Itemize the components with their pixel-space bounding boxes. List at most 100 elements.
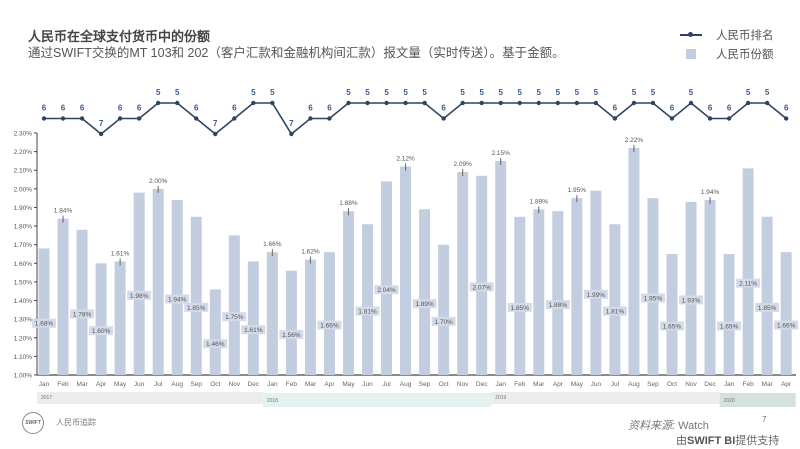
rank-point — [498, 100, 503, 106]
legend-item-rank: 人民币排名 — [680, 27, 774, 43]
bar — [666, 254, 678, 375]
x-tick-label: Jul — [611, 381, 620, 388]
rank-point — [441, 116, 446, 121]
bar — [438, 244, 450, 375]
rank-label: 5 — [346, 88, 351, 97]
bar-value-label: 1.94% — [701, 189, 720, 196]
bar-value-label: 1.65% — [720, 324, 739, 331]
bar — [571, 198, 583, 375]
bar — [95, 263, 107, 375]
rank-label: 5 — [765, 88, 770, 97]
rank-point — [612, 116, 618, 121]
page-number: 7 — [762, 415, 767, 424]
bar-value-label: 1.89% — [530, 198, 549, 205]
bar — [114, 261, 126, 375]
rank-label: 5 — [632, 88, 637, 97]
bar-value-label: 2.12% — [396, 156, 415, 163]
rank-label: 6 — [308, 104, 313, 113]
chart-subtitle: 通过SWIFT交换的MT 103和 202（客户汇款和金融机构间汇款）报文量（实… — [28, 46, 565, 60]
source-note: 资料来源: Watch — [628, 417, 709, 433]
bar-label-bg — [717, 321, 742, 331]
x-tick-label: Sep — [647, 381, 659, 388]
rank-point — [155, 100, 161, 106]
line-marker-icon — [680, 30, 702, 40]
bar — [209, 289, 221, 375]
bar-label-bg — [165, 294, 190, 304]
x-tick-label: Mar — [533, 381, 545, 388]
y-tick-label: 1.00% — [14, 373, 33, 380]
bar — [152, 188, 164, 375]
rank-point — [707, 116, 713, 121]
rank-point — [593, 100, 599, 106]
bar-value-label: 1.66% — [777, 323, 796, 330]
rank-point — [175, 100, 180, 106]
rank-point — [688, 100, 694, 106]
rank-label: 6 — [784, 104, 789, 113]
bar-value-label: 1.56% — [282, 332, 301, 339]
bar-label-bg — [222, 312, 247, 322]
powered-brand: SWIFT BI — [687, 435, 736, 447]
y-tick-label: 1.10% — [14, 354, 33, 361]
rank-label: 5 — [251, 88, 256, 97]
bar — [761, 216, 773, 375]
rank-label: 5 — [689, 88, 694, 97]
bar-swatch-icon — [680, 49, 702, 59]
bar-label-bg — [374, 285, 399, 295]
bar-label-bg — [70, 309, 95, 319]
bar — [38, 248, 50, 375]
bar — [381, 181, 393, 375]
rank-label: 5 — [537, 88, 542, 97]
bar — [742, 168, 754, 375]
x-tick-label: Mar — [305, 381, 317, 388]
x-tick-label: Apr — [96, 381, 107, 388]
rank-point — [631, 100, 637, 106]
y-tick-label: 2.30% — [14, 131, 33, 138]
y-tick-label: 1.60% — [14, 261, 33, 268]
bar — [57, 218, 69, 375]
bar — [685, 201, 697, 375]
bar-value-label: 1.46% — [206, 341, 225, 348]
x-tick-label: Jul — [154, 381, 163, 388]
rank-label: 5 — [365, 88, 370, 97]
x-tick-label: Jan — [495, 381, 506, 388]
rank-point — [726, 116, 732, 121]
bar-label-bg — [679, 295, 704, 305]
bar — [133, 192, 145, 375]
rank-point — [213, 131, 218, 137]
x-tick-label: Feb — [57, 381, 69, 388]
bar-label-bg — [507, 302, 532, 312]
rank-label: 5 — [498, 88, 503, 97]
rank-point — [232, 116, 237, 121]
rank-point — [327, 116, 332, 121]
rank-point — [745, 100, 751, 106]
rank-point — [460, 100, 465, 106]
bar-value-label: 1.61% — [244, 327, 263, 334]
rank-point — [270, 100, 275, 106]
bar-value-label: 1.88% — [339, 200, 358, 207]
rank-point — [536, 100, 541, 106]
bar — [285, 270, 297, 375]
rank-label: 5 — [575, 88, 580, 97]
bar-label-bg — [774, 320, 799, 330]
bar-label-bg — [583, 289, 608, 299]
bar-value-label: 2.09% — [453, 161, 472, 168]
bar-value-label: 1.81% — [358, 309, 377, 316]
bar — [247, 261, 259, 375]
bar-label-bg — [736, 278, 761, 288]
bar-label-bg — [203, 339, 228, 349]
bar — [647, 198, 659, 375]
source-name: Watch — [675, 420, 709, 432]
bar — [323, 252, 335, 375]
y-tick-label: 2.10% — [14, 168, 33, 175]
x-tick-label: Aug — [628, 381, 640, 388]
rank-point — [574, 100, 580, 106]
x-tick-label: Nov — [685, 381, 697, 388]
rank-point — [384, 100, 389, 106]
rank-point — [555, 100, 561, 106]
x-tick-label: Oct — [439, 381, 449, 388]
bar-label-bg — [241, 325, 266, 335]
rank-label: 6 — [727, 104, 732, 113]
bar-value-label: 1.60% — [92, 328, 111, 335]
x-tick-label: Dec — [248, 381, 260, 388]
